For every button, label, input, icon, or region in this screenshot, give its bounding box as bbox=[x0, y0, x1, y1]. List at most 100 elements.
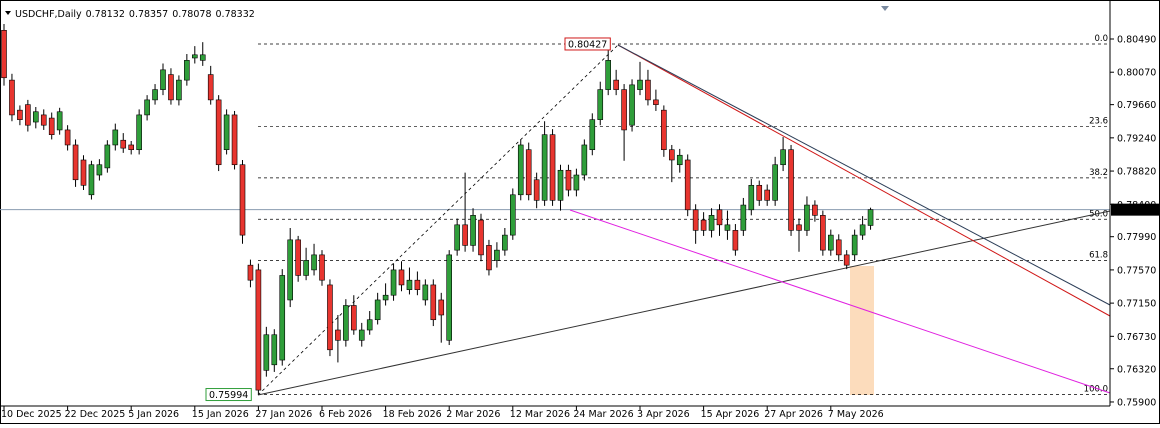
candle-body bbox=[223, 114, 230, 151]
candle-body bbox=[509, 194, 516, 236]
candle-body bbox=[557, 169, 564, 201]
candle-body bbox=[207, 74, 214, 101]
candle-body bbox=[48, 117, 55, 135]
candle-body bbox=[661, 109, 667, 151]
y-tick-label: 0.77990 bbox=[1117, 232, 1156, 243]
candle-body bbox=[573, 174, 580, 191]
candle-body bbox=[851, 234, 858, 256]
candle-body bbox=[40, 114, 47, 126]
candle-body bbox=[64, 129, 71, 146]
candle-body bbox=[454, 224, 460, 251]
candle-body bbox=[581, 144, 588, 176]
candle-body bbox=[350, 305, 357, 331]
candle-body bbox=[422, 284, 429, 301]
candle-body bbox=[128, 144, 134, 151]
y-tick-label: 0.79240 bbox=[1117, 133, 1156, 144]
candle-body bbox=[9, 79, 15, 116]
y-tick-label: 0.77150 bbox=[1117, 299, 1156, 310]
candle-body bbox=[740, 204, 747, 231]
header-low: 0.78078 bbox=[172, 9, 211, 20]
candle-body bbox=[184, 60, 190, 81]
header-high: 0.78357 bbox=[129, 9, 168, 20]
candle-body bbox=[470, 215, 476, 246]
candle-body bbox=[549, 134, 556, 201]
candle-body bbox=[565, 169, 572, 191]
candle-body bbox=[462, 224, 468, 246]
candle-body bbox=[271, 334, 278, 366]
x-tick-label: 12 Mar 2026 bbox=[510, 409, 570, 420]
y-tick-label: 0.80070 bbox=[1117, 68, 1156, 79]
candle-body bbox=[255, 269, 262, 391]
candle-body bbox=[374, 299, 381, 321]
candle-body bbox=[366, 319, 373, 331]
candle-body bbox=[676, 154, 683, 166]
candle-body bbox=[446, 254, 453, 341]
candle-body bbox=[533, 179, 540, 201]
x-tick-label: 18 Feb 2026 bbox=[383, 409, 442, 420]
candle-body bbox=[605, 60, 612, 90]
candle-body bbox=[780, 149, 786, 166]
fib-level-label: 100.0 bbox=[1084, 385, 1108, 395]
candle-body bbox=[80, 159, 87, 186]
candle-body bbox=[732, 230, 739, 251]
x-tick-label: 3 Apr 2026 bbox=[637, 409, 690, 420]
fib-level-label: 50.0 bbox=[1089, 209, 1108, 219]
candle-body bbox=[327, 284, 333, 351]
trend-lines bbox=[257, 44, 1111, 396]
x-tick-label: 2 Mar 2026 bbox=[446, 409, 500, 420]
candle-body bbox=[716, 209, 723, 226]
candle-body bbox=[311, 254, 317, 271]
candle-body bbox=[247, 264, 254, 281]
y-tick-label: 0.77570 bbox=[1117, 265, 1156, 276]
candle-body bbox=[414, 279, 421, 290]
candle-body bbox=[724, 224, 731, 231]
candle-body bbox=[168, 74, 174, 101]
x-tick-label: 27 Jan 2026 bbox=[255, 409, 312, 420]
candle-body bbox=[199, 54, 206, 61]
candle-body bbox=[215, 99, 222, 166]
candle-body bbox=[96, 164, 103, 176]
candle-body bbox=[56, 111, 63, 131]
candles-layer bbox=[1, 23, 874, 395]
candle-body bbox=[136, 114, 142, 151]
x-tick-label: 24 Mar 2026 bbox=[573, 409, 633, 420]
candle-body bbox=[820, 215, 826, 251]
candle-body bbox=[708, 215, 715, 231]
x-tick-label: 22 Dec 2025 bbox=[65, 409, 126, 420]
resistance-trend-line bbox=[617, 44, 1111, 317]
fib-level-label: 0.0 bbox=[1094, 34, 1108, 44]
candle-body bbox=[231, 114, 238, 166]
candle-body bbox=[859, 224, 866, 236]
candle-body bbox=[748, 184, 755, 211]
x-tick-label: 10 Dec 2025 bbox=[1, 409, 62, 420]
y-tick-label: 0.76320 bbox=[1117, 364, 1156, 375]
fib-level-label: 23.6 bbox=[1089, 117, 1108, 127]
candle-body bbox=[104, 144, 111, 169]
candle-body bbox=[382, 294, 389, 301]
candle-body bbox=[112, 129, 119, 146]
candle-body bbox=[637, 79, 643, 90]
y-tick-label: 0.75900 bbox=[1117, 397, 1156, 408]
candle-body bbox=[525, 149, 532, 196]
candle-body bbox=[1, 30, 7, 79]
low-price-label-box bbox=[205, 388, 252, 402]
candle-body bbox=[700, 219, 707, 231]
symbol-menu-icon bbox=[5, 11, 11, 15]
candle-body bbox=[144, 99, 150, 116]
candle-body bbox=[517, 144, 524, 196]
candle-body bbox=[812, 204, 818, 216]
candle-body bbox=[629, 84, 635, 126]
candle-body bbox=[541, 134, 548, 201]
candle-body bbox=[756, 184, 763, 201]
x-tick-label: 6 Feb 2026 bbox=[319, 409, 372, 420]
candle-body bbox=[589, 119, 596, 151]
candle-body bbox=[804, 204, 810, 231]
background-layer bbox=[850, 266, 874, 395]
candle-body bbox=[32, 111, 39, 123]
candle-body bbox=[502, 234, 508, 251]
candle-body bbox=[827, 234, 834, 251]
x-tick-label: 27 Apr 2026 bbox=[764, 409, 823, 420]
candle-body bbox=[843, 254, 850, 266]
candle-body bbox=[319, 254, 325, 281]
candle-body bbox=[263, 334, 270, 371]
